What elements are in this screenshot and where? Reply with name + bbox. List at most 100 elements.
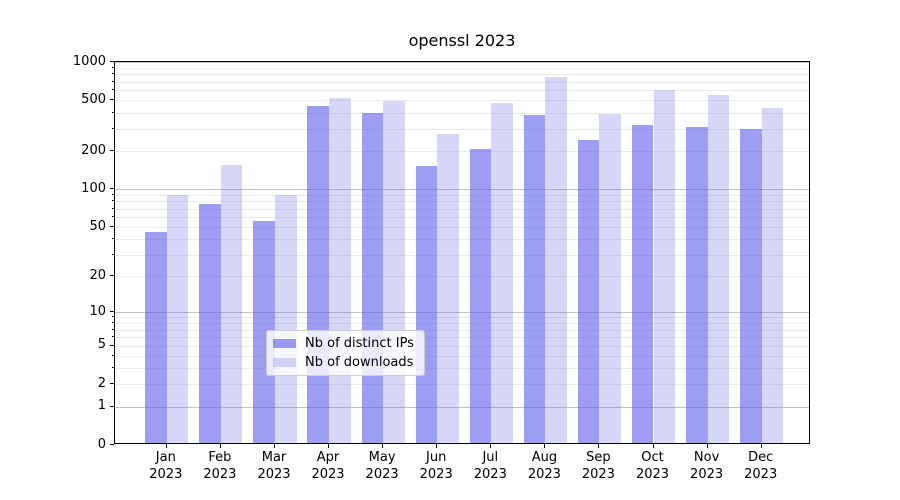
minor-gridline: [115, 329, 809, 331]
legend-item-distinct-ips: Nb of distinct IPs: [273, 336, 414, 351]
x-axis-tick: [219, 444, 221, 448]
y-axis-label-2: 2: [97, 375, 106, 391]
minor-gridline: [115, 100, 809, 102]
minor-gridline: [115, 276, 809, 278]
x-axis-tick: [328, 444, 329, 448]
bar-downloads-jul: [491, 102, 513, 443]
bar-downloads-nov: [707, 95, 730, 443]
y-axis-minor-tick: [111, 238, 114, 240]
y-axis-tick: [110, 383, 114, 385]
x-axis-label-apr: Apr 2023: [311, 450, 345, 482]
x-axis-label-may: May 2023: [365, 450, 399, 482]
minor-gridline: [115, 128, 809, 130]
minor-gridline: [115, 112, 809, 114]
x-axis-tick: [598, 444, 600, 448]
y-axis-minor-tick: [111, 80, 114, 82]
x-axis-label-mar: Mar 2023: [257, 450, 291, 482]
y-axis-minor-tick: [111, 336, 114, 338]
bar-downloads-oct: [653, 90, 676, 443]
y-axis-tick: [110, 311, 114, 313]
y-axis-label-50: 50: [89, 218, 106, 234]
minor-gridline: [115, 201, 809, 203]
minor-gridline: [115, 345, 809, 347]
x-axis-tick: [490, 444, 492, 448]
chart-title: openssl 2023: [408, 31, 516, 50]
minor-gridline: [115, 90, 809, 92]
x-axis-label-jan: Jan 2023: [149, 450, 183, 482]
minor-gridline: [115, 217, 809, 219]
minor-gridline: [115, 74, 809, 76]
x-axis-label-feb: Feb 2023: [203, 450, 237, 482]
legend-item-downloads: Nb of downloads: [273, 355, 414, 370]
bar-distinct-ips-apr: [307, 105, 329, 443]
bar-distinct-ips-dec: [740, 129, 762, 443]
y-axis-tick: [110, 61, 114, 62]
x-axis-tick: [165, 444, 167, 448]
legend-swatch-distinct-ips: [273, 339, 296, 348]
bar-distinct-ips-jan: [145, 232, 167, 443]
minor-gridline: [115, 239, 809, 241]
minor-gridline: [115, 317, 809, 319]
y-axis-minor-tick: [111, 367, 114, 369]
minor-gridline: [115, 151, 809, 152]
x-axis-label-dec: Dec 2023: [744, 450, 778, 482]
y-axis-tick: [110, 275, 114, 277]
bar-distinct-ips-nov: [686, 126, 708, 443]
bar-downloads-feb: [220, 164, 243, 443]
y-axis-tick: [110, 99, 114, 101]
x-axis-label-nov: Nov 2023: [690, 450, 724, 482]
x-axis-tick: [382, 444, 384, 448]
y-axis-minor-tick: [111, 322, 114, 324]
x-axis-tick: [436, 444, 438, 448]
y-axis-minor-tick: [111, 316, 114, 318]
y-axis-minor-tick: [111, 354, 114, 356]
bar-distinct-ips-feb: [199, 204, 221, 443]
y-axis-minor-tick: [111, 200, 114, 202]
minor-gridline: [115, 337, 809, 339]
minor-gridline: [115, 81, 809, 83]
y-axis-label-1: 1: [97, 398, 106, 414]
bar-distinct-ips-sep: [577, 139, 600, 443]
legend-label-distinct-ips: Nb of distinct IPs: [305, 336, 414, 351]
y-axis-minor-tick: [111, 89, 114, 91]
major-gridline: [115, 62, 809, 63]
y-axis-tick: [110, 150, 114, 151]
x-axis-label-oct: Oct 2023: [635, 450, 670, 482]
bar-downloads-dec: [761, 108, 784, 443]
y-axis-minor-tick: [111, 207, 114, 209]
minor-gridline: [115, 67, 809, 69]
minor-gridline: [115, 227, 809, 228]
y-axis-label-0: 0: [97, 436, 106, 452]
x-axis-tick: [274, 444, 275, 448]
major-gridline: [115, 189, 809, 191]
x-axis-label-jul: Jul 2023: [473, 450, 507, 482]
bar-distinct-ips-may: [361, 112, 384, 443]
y-axis-minor-tick: [111, 193, 114, 195]
legend: Nb of distinct IPs Nb of downloads: [266, 330, 425, 376]
y-axis-minor-tick: [111, 328, 114, 330]
minor-gridline: [115, 368, 809, 370]
y-axis-label-200: 200: [81, 142, 106, 158]
minor-gridline: [115, 254, 809, 256]
y-axis-minor-tick: [111, 111, 114, 113]
y-axis-label-100: 100: [81, 180, 106, 196]
legend-label-downloads: Nb of downloads: [305, 355, 414, 370]
y-axis-label-10: 10: [89, 303, 106, 319]
x-axis-label-jun: Jun 2023: [419, 450, 453, 482]
bar-downloads-jun: [437, 133, 459, 443]
bar-downloads-aug: [545, 76, 567, 443]
bar-distinct-ips-mar: [253, 220, 275, 443]
y-axis-label-5: 5: [97, 337, 106, 353]
y-axis-label-1000: 1000: [72, 53, 106, 69]
major-gridline: [115, 312, 809, 314]
y-axis-minor-tick: [111, 216, 114, 218]
minor-gridline: [115, 384, 809, 386]
y-axis-tick: [110, 344, 114, 346]
bar-distinct-ips-aug: [523, 114, 546, 443]
x-axis-tick: [760, 444, 762, 448]
x-axis-label-aug: Aug 2023: [527, 450, 561, 482]
bar-downloads-mar: [275, 195, 297, 443]
bar-downloads-may: [383, 100, 405, 443]
bar-downloads-apr: [329, 97, 351, 443]
